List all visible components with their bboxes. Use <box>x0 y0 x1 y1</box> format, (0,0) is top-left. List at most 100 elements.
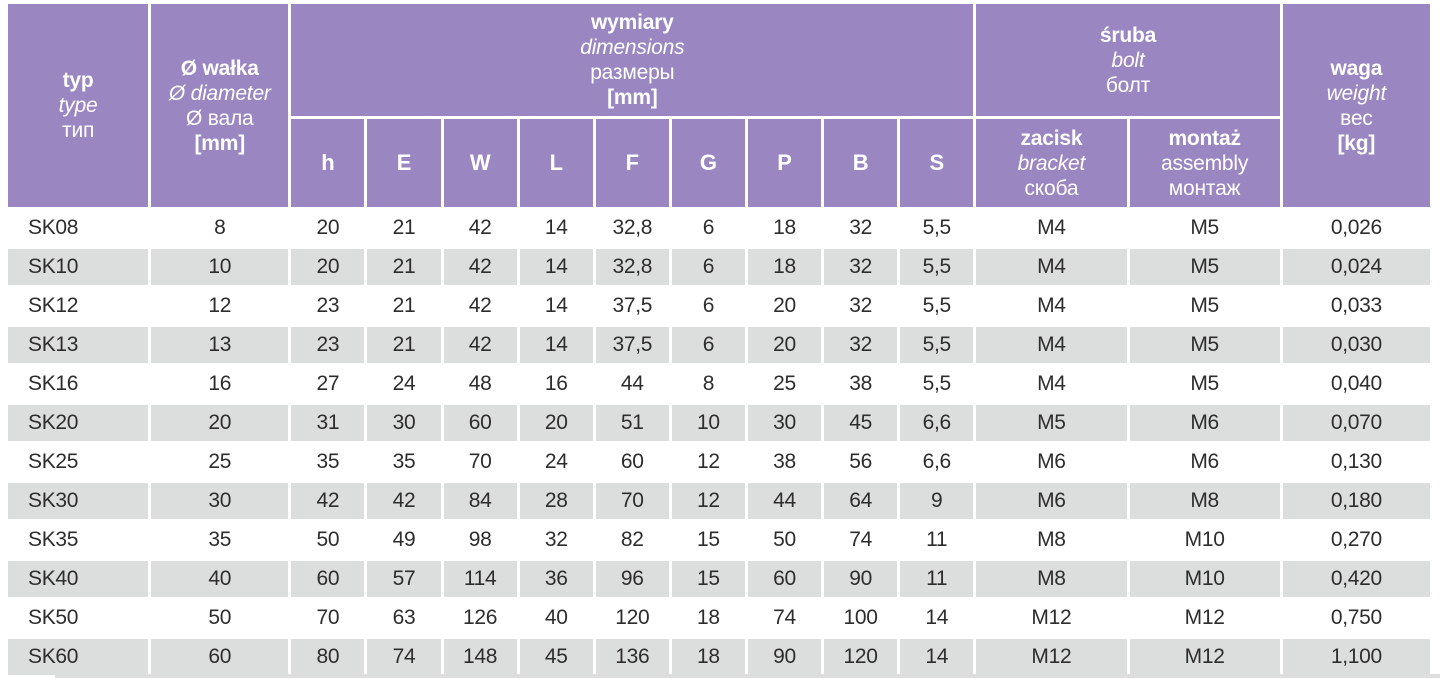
cell-dim-g: 15 <box>671 522 745 558</box>
cell-dim-e: 42 <box>367 483 441 519</box>
cell-shaft-diameter: 25 <box>151 444 289 480</box>
cell-dim-l: 36 <box>519 561 593 597</box>
cell-dim-w: 148 <box>443 639 517 675</box>
cell-dim-g: 10 <box>671 405 745 441</box>
cell-dim-e: 74 <box>367 639 441 675</box>
cell-bolt-assembly: M5 <box>1129 288 1280 324</box>
cell-dim-b: 120 <box>824 639 898 675</box>
cell-dim-l: 14 <box>519 288 593 324</box>
header-dim-l: L <box>519 119 593 207</box>
cell-weight: 0,026 <box>1282 210 1430 246</box>
cell-bolt-bracket: M8 <box>976 522 1127 558</box>
cell-dim-p: 38 <box>747 444 822 480</box>
cell-type: SK08 <box>8 210 149 246</box>
cell-dim-p: 20 <box>747 327 822 363</box>
header-line: [mm] <box>607 86 658 109</box>
cell-dim-g: 6 <box>671 327 745 363</box>
cell-bolt-bracket: M4 <box>976 249 1127 285</box>
cell-dim-h: 80 <box>291 639 365 675</box>
cell-dim-e: 24 <box>367 366 441 402</box>
header-line: размеры <box>590 61 675 84</box>
cell-bolt-assembly: M5 <box>1129 249 1280 285</box>
table-row-sk35: SK35 35 50 49 98 32 82 15 50 74 11 M8 M10 0,270 <box>8 522 1430 558</box>
cell-type: SK40 <box>8 561 149 597</box>
cell-dim-e: 30 <box>367 405 441 441</box>
cell-dim-f: 96 <box>595 561 669 597</box>
header-dimensions-group: wymiary dimensions размеры [mm] <box>291 4 974 116</box>
header-line: bolt <box>1111 48 1145 72</box>
cell-type: SK30 <box>8 483 149 519</box>
header-line: type <box>58 94 98 117</box>
cell-bolt-bracket: M4 <box>976 366 1127 402</box>
cell-shaft-diameter: 20 <box>151 405 289 441</box>
cell-bolt-assembly: M12 <box>1129 600 1280 636</box>
table-header: typ type тип Ø wałka Ø diameter Ø вала [mm] w… <box>8 4 1430 207</box>
cell-dim-h: 31 <box>291 405 365 441</box>
cell-weight: 0,070 <box>1282 405 1430 441</box>
header-line: waga <box>1330 56 1383 80</box>
cell-bolt-bracket: M5 <box>976 405 1127 441</box>
cell-dim-e: 21 <box>367 288 441 324</box>
header-line: Ø wałka <box>180 56 259 80</box>
cell-shaft-diameter: 8 <box>151 210 289 246</box>
table-row-sk20: SK20 20 31 30 60 20 51 10 30 45 6,6 M5 M6 0,070 <box>8 405 1430 441</box>
cell-dim-b: 32 <box>824 249 898 285</box>
cell-dim-w: 84 <box>443 483 517 519</box>
header-bolt-assembly: montaż assembly монтаж <box>1129 119 1280 207</box>
header-line: скоба <box>1024 176 1079 200</box>
cell-dim-w: 48 <box>443 366 517 402</box>
header-line: wymiary <box>591 11 674 34</box>
cell-dim-e: 35 <box>367 444 441 480</box>
cell-dim-h: 20 <box>291 249 365 285</box>
header-dim-p: P <box>747 119 822 207</box>
cell-dim-h: 35 <box>291 444 365 480</box>
cell-weight: 0,420 <box>1282 561 1430 597</box>
cell-bolt-bracket: M12 <box>976 639 1127 675</box>
header-line: монтаж <box>1168 176 1241 200</box>
cell-weight: 0,040 <box>1282 366 1430 402</box>
cell-bolt-assembly: M5 <box>1129 210 1280 246</box>
table-row-sk12: SK12 12 23 21 42 14 37,5 6 20 32 5,5 M4 M5 0,033 <box>8 288 1430 324</box>
cell-shaft-diameter: 10 <box>151 249 289 285</box>
cell-dim-w: 42 <box>443 249 517 285</box>
cell-dim-h: 42 <box>291 483 365 519</box>
cell-bolt-assembly: M6 <box>1129 444 1280 480</box>
cell-type: SK50 <box>8 600 149 636</box>
cell-bolt-assembly: M12 <box>1129 639 1280 675</box>
cell-dim-l: 14 <box>519 210 593 246</box>
cell-dim-b: 32 <box>824 210 898 246</box>
cell-bolt-bracket: M4 <box>976 288 1127 324</box>
cell-dim-f: 37,5 <box>595 288 669 324</box>
cell-dim-s: 6,6 <box>900 405 974 441</box>
next-row-sliver <box>55 674 1440 678</box>
header-line: weight <box>1326 81 1387 105</box>
cell-dim-p: 30 <box>747 405 822 441</box>
table-row-sk16: SK16 16 27 24 48 16 44 8 25 38 5,5 M4 M5 0,040 <box>8 366 1430 402</box>
cell-dim-e: 49 <box>367 522 441 558</box>
cell-shaft-diameter: 35 <box>151 522 289 558</box>
cell-dim-w: 42 <box>443 327 517 363</box>
cell-dim-l: 20 <box>519 405 593 441</box>
cell-dim-f: 70 <box>595 483 669 519</box>
table-row-sk08: SK08 8 20 21 42 14 32,8 6 18 32 5,5 M4 M5 0,026 <box>8 210 1430 246</box>
cell-dim-e: 21 <box>367 327 441 363</box>
cell-dim-e: 63 <box>367 600 441 636</box>
cell-type: SK10 <box>8 249 149 285</box>
header-line: [mm] <box>194 131 246 155</box>
header-line: dimensions <box>580 36 685 59</box>
table-row-sk25: SK25 25 35 35 70 24 60 12 38 56 6,6 M6 M6 0,130 <box>8 444 1430 480</box>
header-weight: waga weight вес [kg] <box>1282 4 1430 207</box>
cell-type: SK12 <box>8 288 149 324</box>
cell-dim-s: 5,5 <box>900 249 974 285</box>
cell-dim-f: 120 <box>595 600 669 636</box>
cell-dim-l: 14 <box>519 327 593 363</box>
cell-dim-s: 5,5 <box>900 327 974 363</box>
cell-dim-w: 126 <box>443 600 517 636</box>
cell-dim-b: 64 <box>824 483 898 519</box>
cell-dim-w: 98 <box>443 522 517 558</box>
cell-dim-p: 50 <box>747 522 822 558</box>
cell-dim-f: 44 <box>595 366 669 402</box>
header-line: bracket <box>1017 151 1086 175</box>
cell-bolt-bracket: M8 <box>976 561 1127 597</box>
cell-bolt-assembly: M10 <box>1129 522 1280 558</box>
